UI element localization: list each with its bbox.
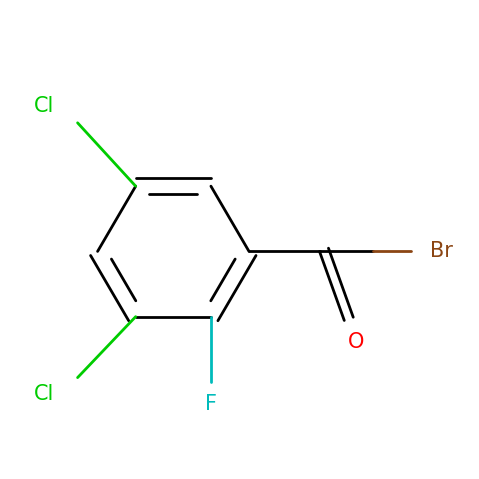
Text: O: O: [348, 332, 365, 352]
Text: F: F: [205, 394, 217, 414]
Text: Cl: Cl: [34, 96, 55, 116]
Text: Br: Br: [430, 241, 453, 262]
Text: Cl: Cl: [34, 384, 55, 404]
